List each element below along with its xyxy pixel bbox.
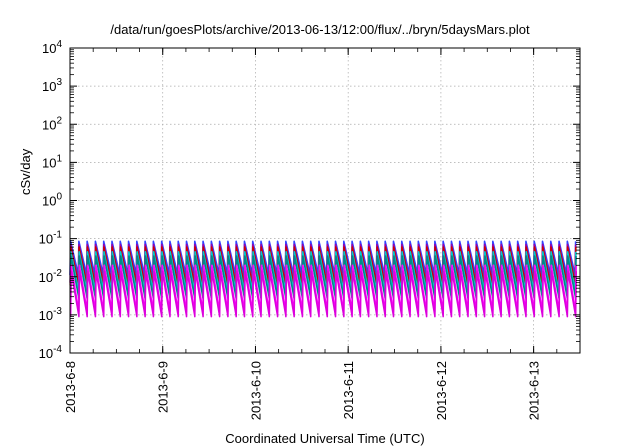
y-tick-label: 10-3 [39, 306, 63, 323]
y-tick-label: 101 [42, 153, 62, 170]
y-tick-label: 103 [42, 77, 62, 94]
x-tick-label: 2013-6-11 [341, 361, 356, 419]
x-tick-label: 2013-6-8 [63, 361, 78, 413]
y-tick-label: 102 [42, 115, 62, 132]
chart-title: /data/run/goesPlots/archive/2013-06-13/1… [110, 22, 530, 37]
x-tick-label: 2013-6-9 [156, 361, 171, 413]
axes [69, 47, 581, 354]
y-tick-label: 10-1 [39, 230, 63, 247]
x-tick-label: 2013-6-13 [527, 361, 542, 420]
y-tick-label: 10-4 [39, 344, 63, 361]
x-tick-label: 2013-6-10 [248, 361, 263, 420]
x-tick-label: 2013-6-12 [434, 361, 449, 420]
y-tick-label: 104 [42, 39, 62, 56]
series-line [69, 270, 578, 318]
y-tick-label: 100 [42, 192, 62, 209]
y-axis-label: cSv/day [18, 148, 33, 195]
series-lines [69, 240, 578, 318]
y-tick-labels: 10-4 10-3 10-2 10-1 100 101 102 103 104 [39, 39, 63, 361]
x-tick-labels: 2013-6-8 2013-6-9 2013-6-10 2013-6-11 2013-6… [63, 361, 542, 420]
y-tick-label: 10-2 [39, 268, 63, 285]
plot-frame [69, 47, 581, 354]
x-axis-label: Coordinated Universal Time (UTC) [225, 431, 425, 446]
